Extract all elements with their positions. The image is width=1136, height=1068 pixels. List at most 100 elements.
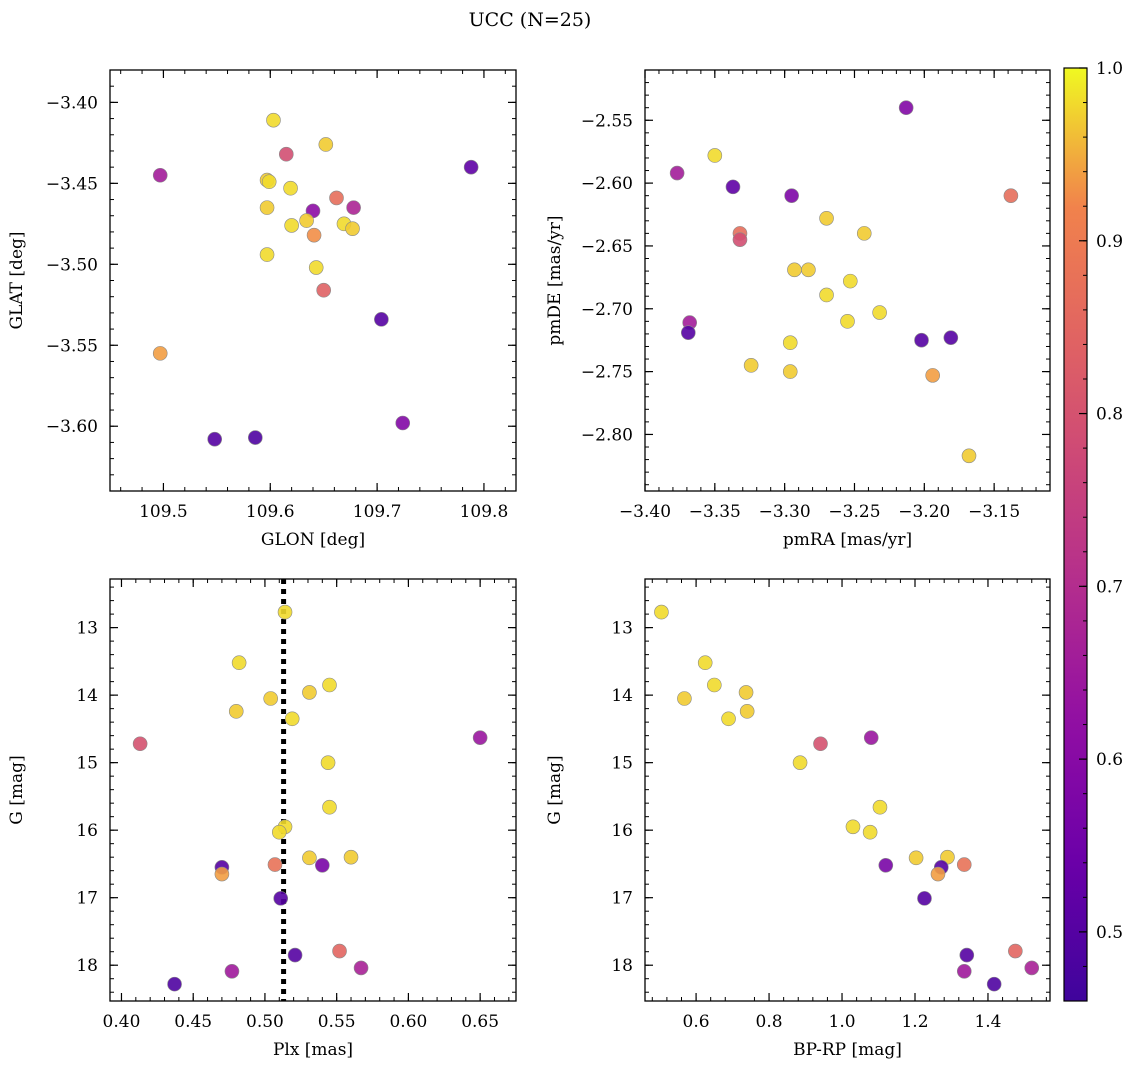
x-tick-label: 0.65 <box>461 1012 499 1032</box>
x-tick-label: −3.15 <box>968 502 1020 522</box>
y-axis-label: G [mag] <box>545 755 565 824</box>
y-tick-label: −3.55 <box>46 336 98 356</box>
scatter-point <box>819 287 834 303</box>
scatter-point <box>283 180 298 196</box>
scatter-point <box>959 947 975 963</box>
scatter-point <box>329 190 344 206</box>
y-tick-label: −3.50 <box>46 255 98 275</box>
minor-ticks <box>110 69 516 491</box>
scatter-point <box>316 282 331 298</box>
scatter-point <box>248 430 263 445</box>
y-tick-label: −2.75 <box>581 363 633 383</box>
scatter-points <box>654 604 1040 992</box>
y-tick-label: −2.65 <box>581 237 633 257</box>
x-tick-label: −3.20 <box>898 502 950 522</box>
x-tick-label: −3.40 <box>619 502 671 522</box>
axes-frame <box>109 69 517 492</box>
scatter-point <box>267 857 283 872</box>
x-tick-label: 1.2 <box>901 1012 928 1032</box>
scatter-point <box>917 891 932 906</box>
scatter-point <box>787 262 802 278</box>
scatter-point <box>943 330 959 345</box>
x-axis-label: Plx [mas] <box>273 1040 353 1060</box>
scatter-point <box>863 730 879 745</box>
x-tick-label: 109.6 <box>246 502 295 522</box>
scatter-point <box>132 736 148 752</box>
scatter-point <box>707 677 722 693</box>
x-axis-label: pmRA [mas/yr] <box>783 530 912 550</box>
scatter-point <box>395 415 411 431</box>
y-tick-label: −3.40 <box>46 93 98 113</box>
scatter-point <box>1024 960 1040 976</box>
y-tick-label: 15 <box>76 754 98 774</box>
x-tick-label: 1.4 <box>974 1012 1001 1032</box>
scatter-point <box>842 273 858 289</box>
scatter-point <box>322 799 337 815</box>
panel-glon-glat: 109.5 109.6 109.7 109.8 −3.40 −3.45 −3.50 −3.55… <box>7 69 517 550</box>
scatter-point <box>214 866 230 882</box>
scatter-point <box>266 112 281 128</box>
y-axis-label: G [mag] <box>7 755 27 824</box>
scatter-point <box>654 604 669 620</box>
y-tick-label: −3.60 <box>46 417 98 437</box>
y-tick-label: 16 <box>76 821 98 841</box>
scatter-points <box>132 604 488 992</box>
x-tick-label: 1.0 <box>829 1012 856 1032</box>
scatter-point <box>856 226 872 241</box>
scatter-point <box>320 755 336 770</box>
x-tick-label: −3.25 <box>828 502 880 522</box>
y-axis-label: pmDE [mas/yr] <box>545 215 565 345</box>
scatter-point <box>792 755 808 770</box>
scatter-point <box>318 137 334 152</box>
panel-bprp-g: 0.6 0.8 1.0 1.2 1.4 13 14 15 16 17 18 BP-RP [mag] G … <box>545 578 1051 1060</box>
scatter-point <box>284 711 300 727</box>
scatter-point <box>345 221 360 236</box>
scatter-point <box>152 346 168 361</box>
y-tick-label: 17 <box>76 889 98 909</box>
scatter-point <box>231 655 247 671</box>
axes-frame <box>644 69 1051 492</box>
y-tick-label: 17 <box>611 889 633 909</box>
x-tick-label: 0.6 <box>683 1012 710 1032</box>
y-tick-label: 18 <box>611 956 633 976</box>
scatter-point <box>677 691 692 706</box>
scatter-point <box>353 960 369 976</box>
minor-ticks <box>645 579 1050 1001</box>
scatter-point <box>986 976 1002 992</box>
x-axis-label: BP-RP [mag] <box>793 1040 902 1060</box>
scatter-point <box>374 312 389 327</box>
scatter-point <box>228 704 244 719</box>
y-tick-label: 14 <box>76 686 98 706</box>
y-tick-label: −2.70 <box>581 300 633 320</box>
scatter-point <box>898 100 914 116</box>
scatter-point <box>782 364 798 379</box>
figure-title: UCC (N=25) <box>469 9 592 31</box>
scatter-point <box>302 685 317 700</box>
scatter-point <box>707 148 723 163</box>
scatter-point <box>343 849 359 865</box>
scatter-point <box>263 691 278 706</box>
scatter-point <box>956 963 972 979</box>
scatter-point <box>207 431 223 447</box>
scatter-points <box>669 100 1019 464</box>
y-tick-label: 15 <box>611 754 633 774</box>
scatter-point <box>332 943 347 959</box>
scatter-point <box>782 335 798 351</box>
scatter-point <box>680 325 696 340</box>
colorbar-tick-label: 0.9 <box>1096 232 1123 252</box>
x-tick-label: 0.55 <box>318 1012 356 1032</box>
scatter-point <box>914 332 929 348</box>
scatter-point <box>287 947 303 963</box>
scatter-point <box>306 227 322 243</box>
scatter-point <box>259 200 275 215</box>
minor-ticks <box>110 579 516 1001</box>
scatter-point <box>308 260 324 275</box>
scatter-point <box>315 857 330 873</box>
x-tick-label: 109.7 <box>353 502 402 522</box>
scatter-point <box>739 704 755 719</box>
scatter-point <box>271 824 287 840</box>
scatter-point <box>152 167 168 183</box>
scatter-point <box>930 866 946 882</box>
scatter-point <box>261 174 277 190</box>
